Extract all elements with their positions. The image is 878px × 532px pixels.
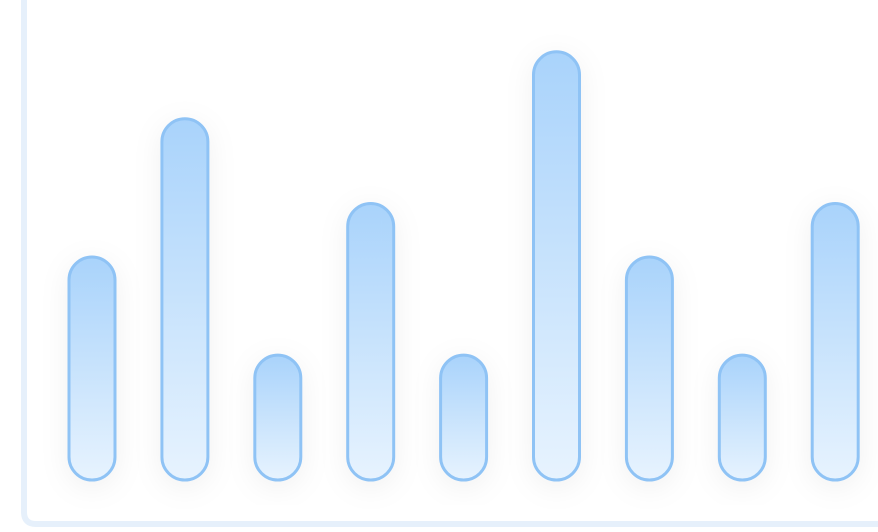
bars-group [67,50,860,482]
bar-4 [346,202,396,482]
bar-6 [532,50,581,482]
bar-3 [253,353,303,482]
bar-9 [810,202,860,482]
bar-7 [624,255,674,482]
axis-line [21,0,878,527]
bar-8 [717,353,767,482]
bar-1 [67,255,117,482]
bar-2 [160,117,210,482]
bar-5 [439,353,489,482]
